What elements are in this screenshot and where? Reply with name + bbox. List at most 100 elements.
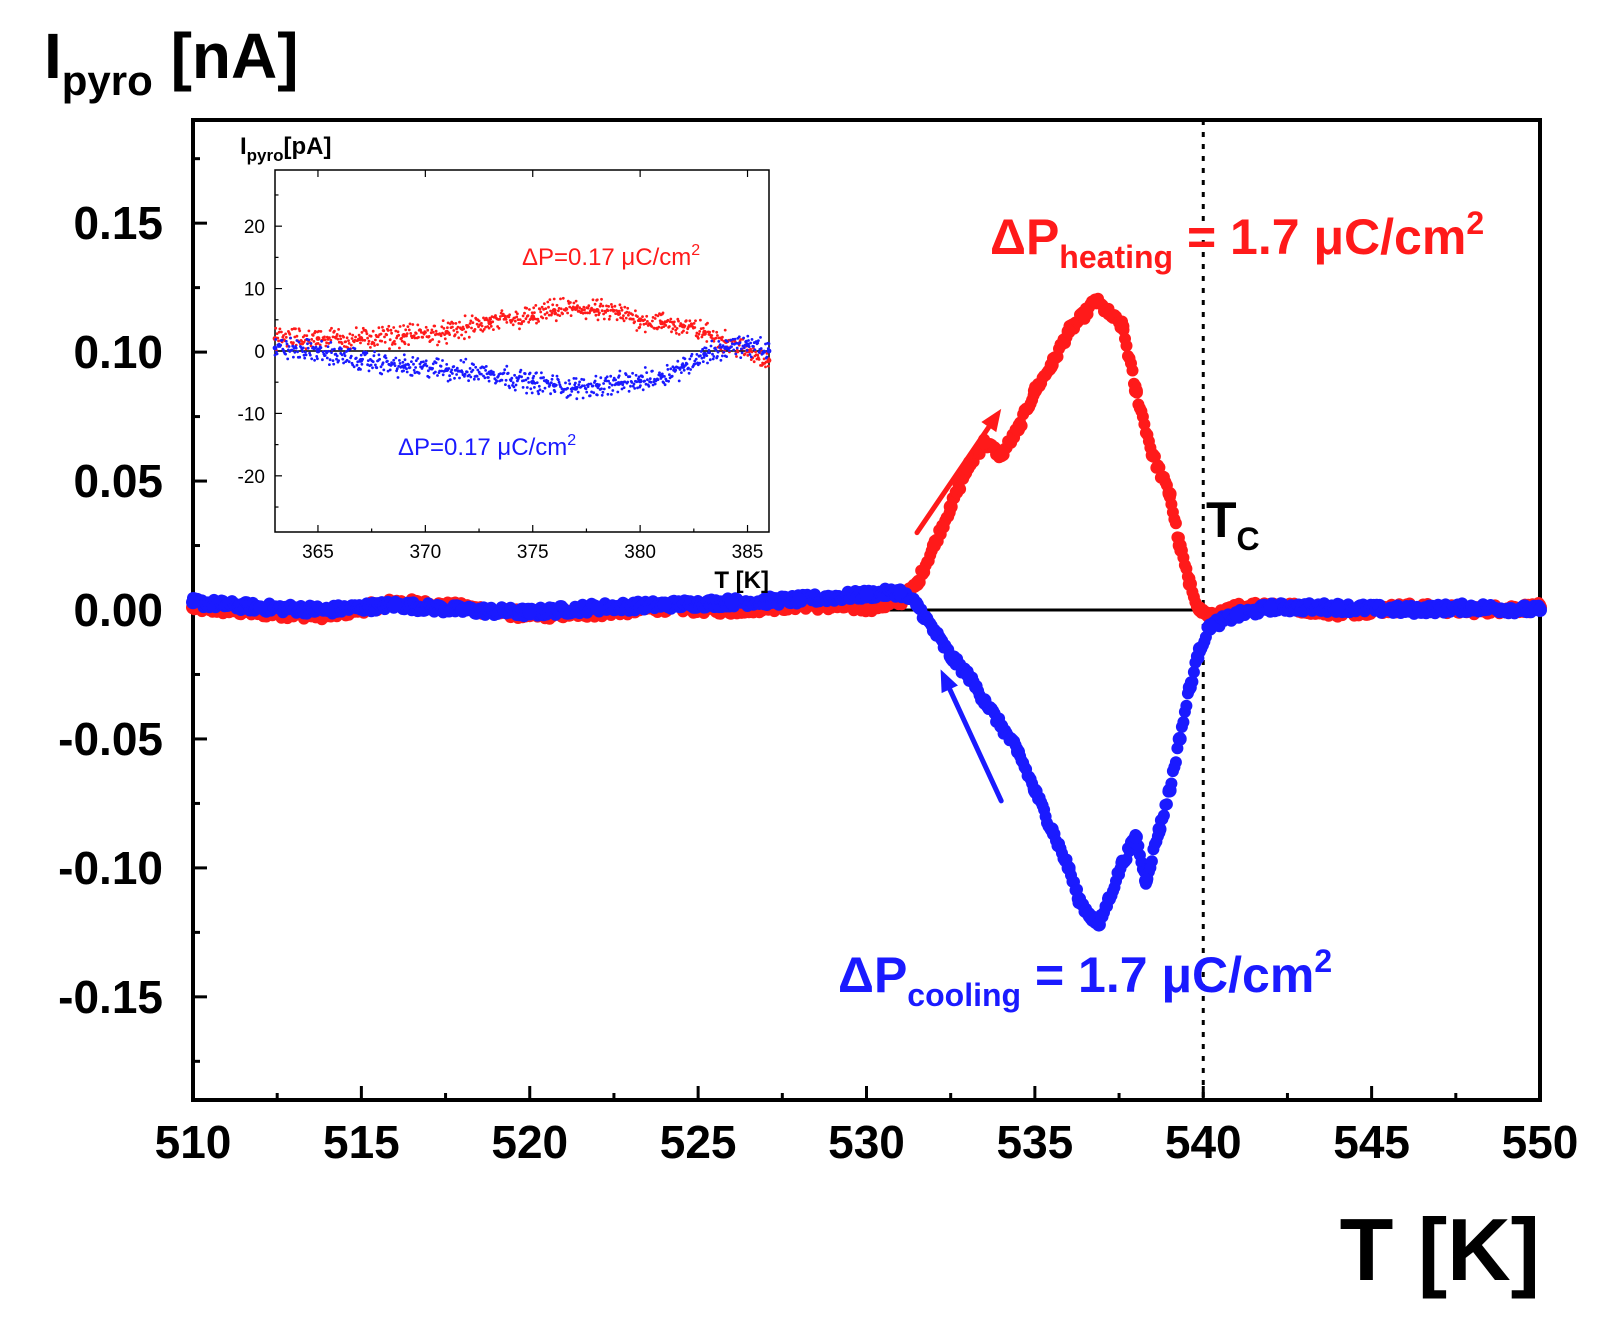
inset-point-heating (672, 320, 676, 324)
inset-point-cooling (519, 368, 523, 372)
main-point-cooling (1145, 855, 1158, 868)
inset-point-heating (548, 298, 552, 301)
inset-point-heating (546, 300, 550, 304)
inset-point-heating (607, 317, 611, 321)
inset-point-cooling (581, 396, 585, 400)
inset-point-heating (708, 330, 711, 334)
inset-point-cooling (602, 387, 606, 391)
inset-point-heating (277, 339, 280, 343)
inset-point-heating (328, 329, 332, 332)
inset-point-heating (445, 342, 449, 345)
inset-point-cooling (438, 369, 442, 373)
inset-point-heating (293, 335, 297, 339)
inset-point-cooling (716, 355, 719, 358)
main-sample-cooling (1172, 731, 1187, 746)
inset-point-heating (497, 326, 501, 330)
inset-point-heating (337, 328, 340, 331)
inset-point-heating (439, 334, 443, 338)
inset-point-cooling (340, 347, 343, 351)
inset-point-cooling (653, 382, 657, 386)
inset-point-heating (610, 305, 614, 309)
inset-point-heating (470, 314, 474, 318)
inset-point-heating (643, 330, 647, 334)
inset-point-cooling (460, 370, 464, 374)
inset-point-cooling (319, 346, 323, 350)
inset-point-heating (688, 319, 692, 323)
inset-point-cooling (635, 380, 639, 384)
inset-point-heating (592, 308, 596, 312)
inset-point-cooling (434, 361, 438, 365)
inset-point-heating (566, 299, 570, 303)
inset-point-heating (601, 304, 605, 308)
inset-point-cooling (680, 371, 683, 374)
inset-sample-heating (659, 320, 664, 326)
inset-point-cooling (484, 365, 488, 368)
inset-sample-heating (401, 333, 407, 338)
inset-point-heating (337, 340, 341, 344)
inset-point-heating (392, 326, 396, 329)
inset-point-heating (644, 322, 648, 325)
main-sample-cooling (186, 595, 200, 610)
inset-point-cooling (631, 371, 634, 375)
main-sample-cooling (522, 605, 537, 620)
main-sample-cooling (1465, 600, 1480, 615)
inset-point-cooling (722, 350, 726, 354)
main-sample-heating (1115, 319, 1130, 334)
inset-point-cooling (431, 362, 435, 366)
inset-point-heating (280, 330, 283, 334)
inset-point-cooling (328, 363, 331, 366)
inset-point-cooling (316, 357, 319, 361)
inset-point-heating (636, 315, 639, 318)
inset-point-cooling (700, 356, 704, 360)
inset-point-heating (715, 330, 719, 334)
inset-point-heating (543, 313, 547, 316)
inset-point-heating (520, 322, 523, 326)
inset-point-heating (664, 324, 668, 327)
inset-point-cooling (398, 362, 402, 365)
inset-point-cooling (284, 352, 287, 356)
inset-point-cooling (392, 358, 396, 362)
inset-point-cooling (366, 363, 369, 367)
inset-sample-cooling (530, 379, 536, 385)
main-sample-cooling (1229, 608, 1244, 623)
inset-point-cooling (602, 382, 605, 385)
inset-point-cooling (445, 363, 449, 366)
inset-point-cooling (301, 350, 304, 353)
main-sample-cooling (1044, 822, 1059, 837)
inset-point-cooling (305, 337, 309, 341)
inset-point-cooling (512, 385, 516, 389)
inset-point-heating (467, 325, 470, 329)
inset-point-heating (532, 306, 536, 310)
inset-point-cooling (487, 376, 490, 379)
inset-point-cooling (667, 379, 670, 383)
inset-point-heating (441, 331, 444, 335)
inset-point-cooling (463, 372, 467, 376)
inset-point-cooling (677, 379, 681, 383)
inset-sample-cooling (680, 364, 686, 369)
inset-point-cooling (581, 384, 584, 388)
inset-point-heating (593, 302, 597, 306)
inset-point-heating (645, 314, 649, 318)
inset-point-heating (350, 337, 354, 340)
inset-point-cooling (342, 361, 345, 365)
inset-point-cooling (487, 379, 491, 383)
inset-point-heating (294, 327, 297, 331)
inset-point-cooling (323, 354, 327, 357)
inset-point-cooling (355, 363, 359, 367)
inset-point-heating (442, 327, 446, 330)
inset-point-heating (480, 321, 483, 325)
inset-point-heating (600, 297, 603, 301)
inset-point-heating (448, 333, 451, 336)
inset-point-heating (631, 313, 634, 317)
main-sample-cooling (1533, 603, 1547, 617)
main-xtick-label: 515 (323, 1116, 400, 1168)
inset-point-cooling (386, 369, 390, 373)
inset-point-cooling (533, 386, 536, 389)
inset-point-heating (538, 307, 542, 311)
inset-point-heating (697, 332, 701, 336)
inset-point-heating (540, 305, 544, 309)
inset-point-cooling (591, 384, 595, 388)
inset-point-heating (542, 308, 545, 311)
inset-point-heating (373, 344, 376, 347)
inset-sample-cooling (315, 348, 321, 354)
